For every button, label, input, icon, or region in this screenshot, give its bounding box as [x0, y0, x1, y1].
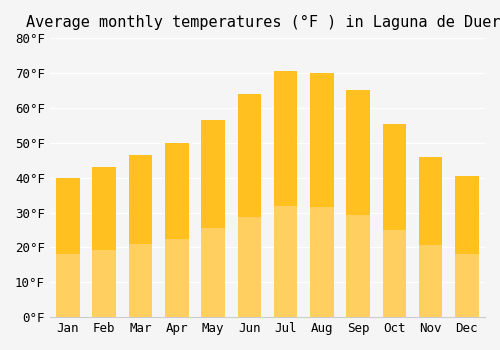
- Bar: [419, 245, 442, 317]
- Bar: [128, 155, 152, 317]
- Bar: [346, 90, 370, 317]
- Bar: [238, 94, 261, 317]
- Bar: [165, 143, 188, 317]
- Bar: [455, 254, 478, 317]
- Bar: [202, 229, 225, 317]
- Bar: [455, 176, 478, 317]
- Bar: [92, 167, 116, 317]
- Bar: [274, 71, 297, 317]
- Bar: [274, 206, 297, 317]
- Bar: [419, 157, 442, 317]
- Bar: [202, 120, 225, 317]
- Bar: [238, 217, 261, 317]
- Bar: [310, 207, 334, 317]
- Bar: [128, 244, 152, 317]
- Title: Average monthly temperatures (°F ) in Laguna de Duero: Average monthly temperatures (°F ) in La…: [26, 15, 500, 30]
- Bar: [382, 230, 406, 317]
- Bar: [382, 124, 406, 317]
- Bar: [165, 239, 188, 317]
- Bar: [56, 254, 80, 317]
- Bar: [310, 73, 334, 317]
- Bar: [346, 215, 370, 317]
- Bar: [56, 178, 80, 317]
- Bar: [92, 250, 116, 317]
